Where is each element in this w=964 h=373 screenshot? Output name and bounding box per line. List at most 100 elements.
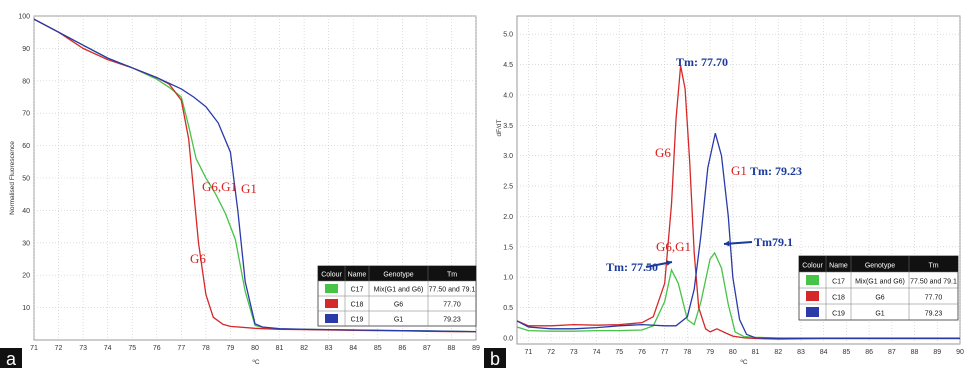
annotation-label: G6 [655,145,671,160]
y-tick-label: 2.0 [503,214,513,221]
legend-header-colour: Colour [802,263,823,270]
x-tick-label: 78 [683,349,691,356]
x-tick-label: 76 [153,345,161,352]
x-tick-label: 85 [374,345,382,352]
legend-header-genotype: Genotype [865,263,895,270]
x-tick-label: 86 [398,345,406,352]
x-tick-label: 90 [956,349,964,356]
legend-genotype: Mix(G1 and G6) [855,279,905,286]
legend-header-tm: Tm [447,272,457,279]
x-tick-label: 83 [797,349,805,356]
x-tick-label: 71 [30,345,38,352]
legend-genotype: G1 [875,311,884,318]
y-tick-label: 40 [22,208,30,215]
legend-color-swatch [325,314,338,323]
y-tick-label: 4.0 [503,92,513,99]
x-tick-label: 84 [820,349,828,356]
x-tick-label: 89 [933,349,941,356]
legend-color-swatch [325,299,338,308]
derivative-curve-chart: 71 72 73 74 75 76 77 78 79 80 81 82 83 84 85 86 87 88 89 90… [484,15,964,369]
legend-header-tm: Tm [928,263,938,270]
legend-name: C17 [832,279,845,286]
y-tick-label: 1.5 [503,244,513,251]
x-axis-label: ºC [740,359,747,366]
legend-color-swatch [325,284,338,293]
legend-header-bg [318,266,476,281]
legend-name: C19 [832,311,845,318]
y-tick-label: 0.5 [503,305,513,312]
panel-b-derivative-curve: 71 72 73 74 75 76 77 78 79 80 81 82 83 84 85 86 87 88 89 90… [484,0,964,369]
arrow-tm-79-1-head [724,240,730,247]
y-tick-label: 3.0 [503,153,513,160]
legend-color-swatch [806,307,819,317]
legend-tm: 77.70 [925,295,943,302]
legend-genotype: G6 [875,295,884,302]
y-tick-label: 70 [22,111,30,118]
legend-tm: 79.23 [925,311,943,318]
y-tick-label: 10 [22,305,30,312]
panel-tag-b: b [490,349,500,368]
legend-table: Colour Name Genotype Tm C17 Mix(G1 and G6) 77.… [317,265,477,327]
y-tick-label: 90 [22,46,30,53]
legend-name: C17 [351,287,364,294]
panel-divider [480,0,484,368]
y-tick-label: 50 [22,176,30,183]
x-tick-label: 79 [706,349,714,356]
annotation-label: Tm: 77.70 [676,55,728,69]
y-tick-label: 5.0 [503,32,513,39]
x-tick-label: 72 [55,345,63,352]
x-tick-label: 82 [774,349,782,356]
x-tick-label: 76 [638,349,646,356]
legend-table: Colour Name Genotype Tm C17 Mix(G1 and G6) 77.… [798,255,959,321]
x-tick-label: 83 [325,345,333,352]
legend-tm: 77.50 and 79.1 [910,279,957,286]
annotation-label: Tm: 79.23 [750,164,802,178]
x-tick-label: 74 [593,349,601,356]
x-tick-label: 73 [79,345,87,352]
y-tick-label: 3.5 [503,123,513,130]
x-tick-label: 81 [276,345,284,352]
y-tick-label: 4.5 [503,62,513,69]
legend-tm: 77.50 and 79.1 [429,287,476,294]
annotation-label: Tm: 77.50 [606,260,658,274]
legend-genotype: G1 [394,317,403,324]
y-tick-label: 80 [22,78,30,85]
y-axis-label: dF/dT [496,119,503,136]
x-tick-label: 75 [615,349,623,356]
x-tick-label: 78 [202,345,210,352]
x-tick-label: 89 [472,345,480,352]
panel-tag-a: a [6,349,17,368]
y-tick-label: 2.5 [503,184,513,191]
x-tick-label: 80 [729,349,737,356]
annotation-label: G6 [190,251,206,266]
annotation-label: Tm79.1 [754,235,793,249]
legend-color-swatch [806,275,819,285]
y-tick-label: 20 [22,273,30,280]
x-tick-label: 86 [865,349,873,356]
x-tick-label: 81 [752,349,760,356]
x-tick-label: 87 [423,345,431,352]
legend-color-swatch [806,291,819,301]
x-tick-label: 80 [251,345,259,352]
x-axis-label: ºC [252,359,259,366]
x-tick-label: 82 [300,345,308,352]
y-axis-label: Normalised Fluorescence [9,141,16,215]
legend-header-genotype: Genotype [383,272,413,279]
legend-tm: 77.70 [443,302,461,309]
x-tick-label: 73 [570,349,578,356]
y-tick-label: 100 [18,14,30,21]
legend-genotype: G6 [394,302,403,309]
panel-tag-bg [0,348,22,368]
legend-header-name: Name [829,263,848,270]
y-tick-label: 30 [22,240,30,247]
x-tick-label: 72 [547,349,555,356]
annotation-label: G1 [731,163,747,178]
legend-genotype: Mix(G1 and G6) [374,287,424,294]
series-line-c19 [33,18,477,333]
x-tick-label: 88 [911,349,919,356]
annotation-label: G6,G1 [656,239,691,254]
melt-curve-chart: 71 72 73 74 75 76 77 78 79 80 81 82 83 84 85 86 87 88 89 10… [0,14,480,369]
x-tick-label: 88 [448,345,456,352]
x-tick-label: 77 [661,349,669,356]
y-tick-label: 0.0 [503,335,513,342]
